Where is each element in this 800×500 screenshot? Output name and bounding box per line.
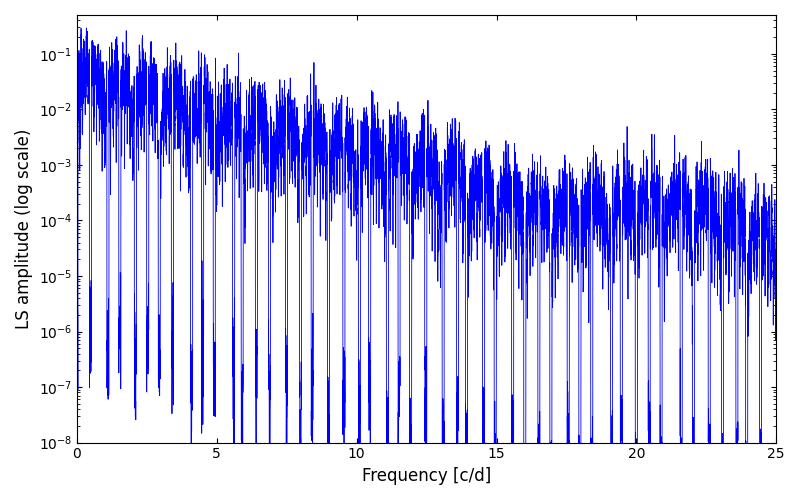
Y-axis label: LS amplitude (log scale): LS amplitude (log scale) [15, 128, 33, 329]
X-axis label: Frequency [c/d]: Frequency [c/d] [362, 467, 491, 485]
